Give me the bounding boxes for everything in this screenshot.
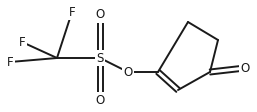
Text: F: F [7,56,13,69]
Text: S: S [96,52,104,65]
Text: O: O [123,66,133,79]
Text: O: O [95,9,105,22]
Text: O: O [95,94,105,107]
Text: F: F [69,5,75,18]
Text: O: O [240,61,250,74]
Text: F: F [19,36,25,48]
